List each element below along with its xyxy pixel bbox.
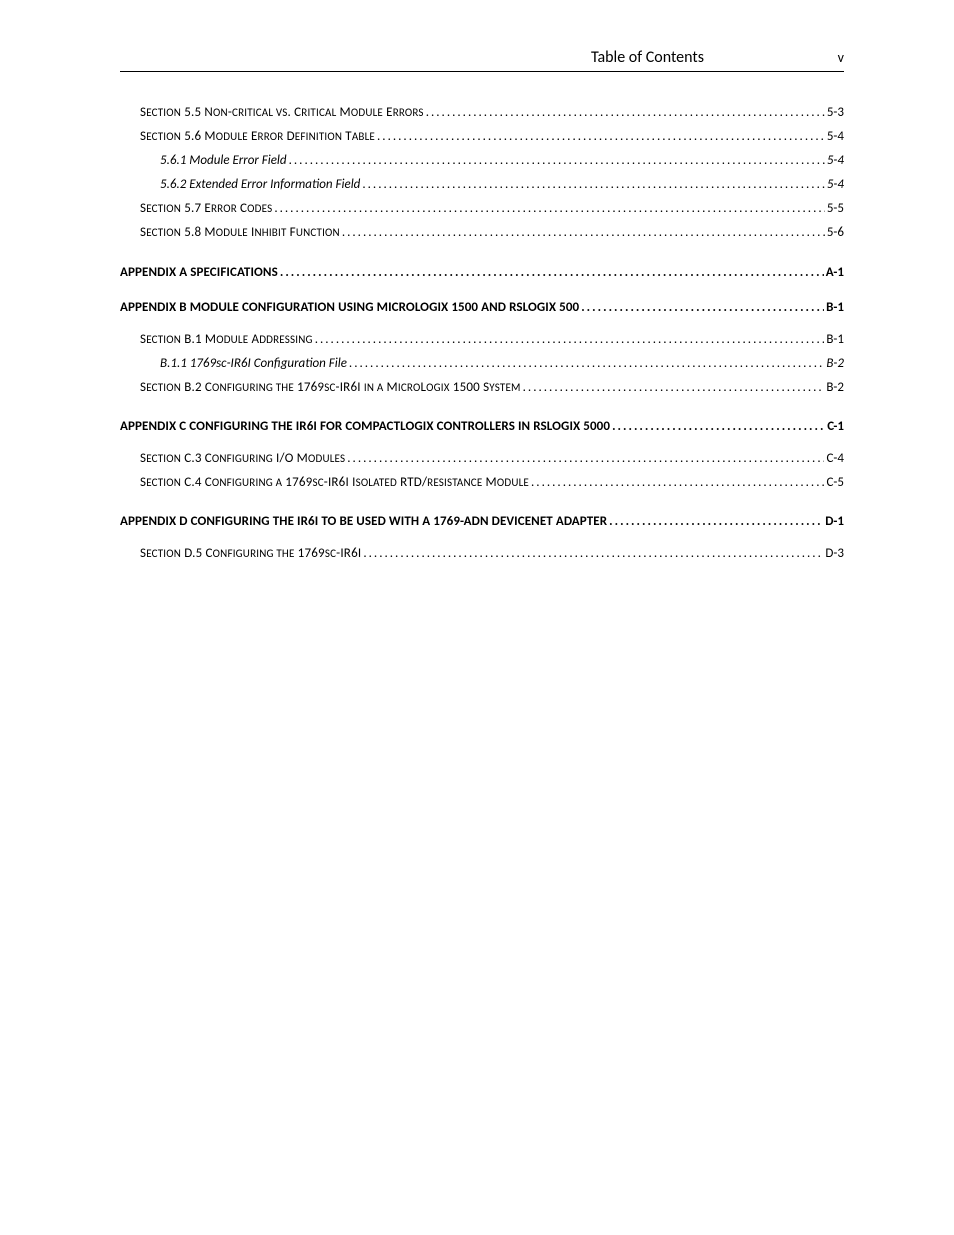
toc-leader xyxy=(581,300,824,315)
toc-appendix-a: APPENDIX A SPECIFICATIONS A-1 xyxy=(120,265,844,280)
toc-page: D-3 xyxy=(825,543,844,565)
toc-leader xyxy=(349,353,824,375)
toc-leader xyxy=(280,265,824,280)
toc-label: APPENDIX D CONFIGURING THE IR6I TO BE US… xyxy=(120,514,607,529)
toc-entry: 5.6.2 Extended Error Information Field 5… xyxy=(120,174,844,196)
toc-entry: SECTION B.2 CONFIGURING THE 1769SC-IR6I … xyxy=(120,377,844,399)
toc-label: 5.6.1 Module Error Field xyxy=(160,150,287,172)
toc-page: C-5 xyxy=(826,472,844,494)
toc-entry: SECTION C.3 CONFIGURING I/O MODULES C-4 xyxy=(120,448,844,470)
toc-leader xyxy=(426,102,825,124)
toc-page: B-2 xyxy=(826,377,844,399)
toc-page: 5-4 xyxy=(827,126,844,148)
toc-label: APPENDIX A SPECIFICATIONS xyxy=(120,265,278,280)
toc-leader xyxy=(342,222,825,244)
header-page-number: v xyxy=(824,49,844,66)
toc-entry: SECTION B.1 MODULE ADDRESSING B-1 xyxy=(120,329,844,351)
toc-leader xyxy=(347,448,824,470)
toc-label: SECTION B.2 CONFIGURING THE 1769SC-IR6I … xyxy=(140,377,521,399)
toc-page: 5-4 xyxy=(827,150,844,172)
toc-appendix-d: APPENDIX D CONFIGURING THE IR6I TO BE US… xyxy=(120,514,844,529)
toc-label: B.1.1 1769sc-IR6I Configuration File xyxy=(160,353,347,375)
toc-page: 5-3 xyxy=(827,102,844,124)
toc-label: SECTION B.1 MODULE ADDRESSING xyxy=(140,329,313,351)
toc-group-appendix-c: SECTION C.3 CONFIGURING I/O MODULES C-4 … xyxy=(120,448,844,494)
toc-leader xyxy=(609,514,823,529)
toc-label: APPENDIX B MODULE CONFIGURATION USING MI… xyxy=(120,300,579,315)
toc-page: C-1 xyxy=(827,419,844,434)
toc-label: APPENDIX C CONFIGURING THE IR6I FOR COMP… xyxy=(120,419,610,434)
toc-leader xyxy=(523,377,825,399)
toc-page: B-1 xyxy=(826,300,844,315)
toc-leader xyxy=(362,174,824,196)
toc-label: SECTION 5.8 MODULE INHIBIT FUNCTION xyxy=(140,222,340,244)
toc-label: SECTION C.4 CONFIGURING A 1769SC-IR6I IS… xyxy=(140,472,529,494)
toc-leader xyxy=(531,472,824,494)
toc-leader xyxy=(289,150,825,172)
toc-page: B-2 xyxy=(826,353,844,375)
toc-leader xyxy=(315,329,825,351)
toc-group-appendix-b: SECTION B.1 MODULE ADDRESSING B-1 B.1.1 … xyxy=(120,329,844,399)
toc-entry: SECTION 5.5 NON-CRITICAL VS. CRITICAL MO… xyxy=(120,102,844,124)
toc-leader xyxy=(363,543,823,565)
toc-page: 5-5 xyxy=(827,198,844,220)
toc-label: SECTION D.5 CONFIGURING THE 1769SC-IR6I xyxy=(140,543,361,565)
toc-group-appendix-d: SECTION D.5 CONFIGURING THE 1769SC-IR6I … xyxy=(120,543,844,565)
toc-entry: SECTION 5.7 ERROR CODES 5-5 xyxy=(120,198,844,220)
toc-group-ch5: SECTION 5.5 NON-CRITICAL VS. CRITICAL MO… xyxy=(120,102,844,245)
toc-page: D-1 xyxy=(825,514,844,529)
toc-label: SECTION 5.7 ERROR CODES xyxy=(140,198,272,220)
toc-leader xyxy=(612,419,825,434)
toc-page: 5-4 xyxy=(827,174,844,196)
toc-page: C-4 xyxy=(826,448,844,470)
toc-entry: B.1.1 1769sc-IR6I Configuration File B-2 xyxy=(120,353,844,375)
toc-container: SECTION 5.5 NON-CRITICAL VS. CRITICAL MO… xyxy=(120,102,844,565)
toc-leader xyxy=(274,198,825,220)
page-header: Table of Contents v xyxy=(120,48,844,72)
toc-label: SECTION 5.6 MODULE ERROR DEFINITION TABL… xyxy=(140,126,375,148)
header-title: Table of Contents xyxy=(591,48,704,67)
toc-label: SECTION 5.5 NON-CRITICAL VS. CRITICAL MO… xyxy=(140,102,424,124)
toc-page: A-1 xyxy=(826,265,844,280)
toc-entry: SECTION 5.6 MODULE ERROR DEFINITION TABL… xyxy=(120,126,844,148)
toc-leader xyxy=(377,126,825,148)
toc-entry: 5.6.1 Module Error Field 5-4 xyxy=(120,150,844,172)
toc-entry: SECTION 5.8 MODULE INHIBIT FUNCTION 5-6 xyxy=(120,222,844,244)
toc-label: 5.6.2 Extended Error Information Field xyxy=(160,174,360,196)
toc-label: SECTION C.3 CONFIGURING I/O MODULES xyxy=(140,448,345,470)
toc-entry: SECTION C.4 CONFIGURING A 1769SC-IR6I IS… xyxy=(120,472,844,494)
toc-appendix-c: APPENDIX C CONFIGURING THE IR6I FOR COMP… xyxy=(120,419,844,434)
toc-page: 5-6 xyxy=(827,222,844,244)
toc-page: B-1 xyxy=(826,329,844,351)
toc-appendix-b: APPENDIX B MODULE CONFIGURATION USING MI… xyxy=(120,300,844,315)
toc-entry: SECTION D.5 CONFIGURING THE 1769SC-IR6I … xyxy=(120,543,844,565)
